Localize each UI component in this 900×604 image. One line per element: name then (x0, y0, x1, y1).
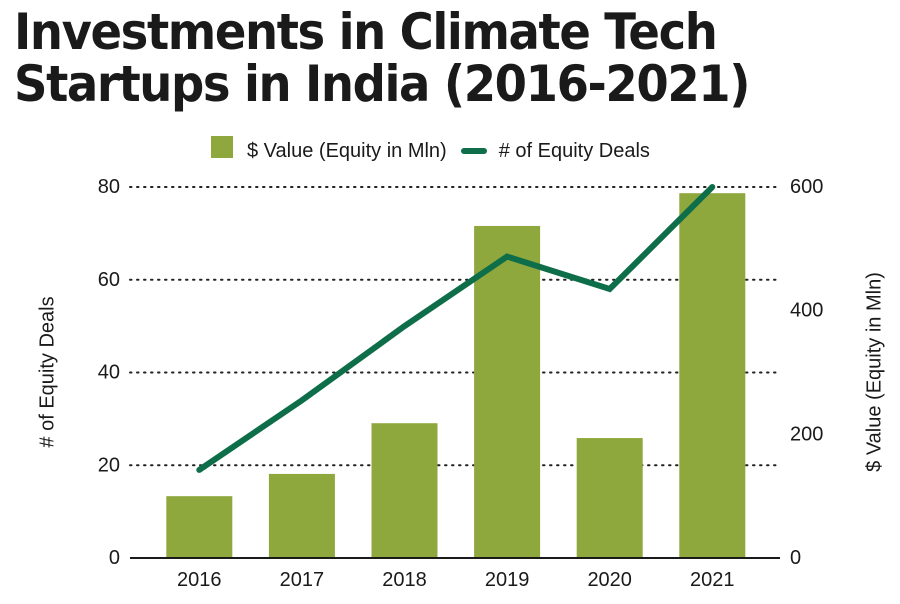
left-axis-ticks: 0 20 40 60 80 (98, 176, 120, 569)
chart-title-line-2: Startups in India (2016-2021) (14, 55, 751, 113)
x-tick-label: 2019 (485, 569, 530, 591)
right-axis-ticks: 0 200 400 600 (790, 176, 823, 569)
x-tick-label: 2016 (177, 569, 222, 591)
x-tick-label: 2021 (690, 569, 735, 591)
bar-2016 (166, 496, 233, 558)
bar-2020 (576, 438, 643, 558)
left-tick-label: 20 (98, 454, 120, 476)
left-tick-label: 40 (98, 362, 120, 384)
left-tick-label: 80 (98, 176, 120, 198)
x-tick-label: 2018 (382, 569, 427, 591)
deals-line (196, 184, 716, 473)
chart-title-line-1: Investments in Climate Tech (14, 3, 718, 61)
legend-swatch-deals (460, 148, 487, 154)
bar-2017 (268, 473, 335, 558)
left-tick-label: 60 (98, 269, 120, 291)
right-tick-label: 600 (790, 176, 823, 198)
bar-2019 (474, 225, 541, 558)
right-tick-label: 400 (790, 300, 823, 322)
x-axis-ticks: 2016 2017 2018 2019 2020 2021 (177, 569, 735, 591)
right-tick-label: 200 (790, 423, 823, 445)
deals-line-layer (196, 184, 716, 473)
bar-2018 (371, 423, 438, 558)
legend-label-value: $ Value (Equity in Mln) (247, 139, 447, 162)
right-axis-label: $ Value (Equity in Mln) (863, 272, 885, 472)
x-tick-label: 2017 (280, 569, 325, 591)
right-tick-label: 0 (790, 547, 801, 569)
left-tick-label: 0 (109, 547, 120, 569)
legend-swatch-value (211, 136, 233, 158)
legend: $ Value (Equity in Mln) # of Equity Deal… (211, 136, 650, 166)
legend-label-deals: # of Equity Deals (498, 139, 650, 162)
left-axis-label: # of Equity Deals (36, 296, 58, 447)
chart-title: Investments in Climate Tech Startups in … (14, 3, 751, 113)
bars (166, 193, 746, 558)
x-tick-label: 2020 (587, 569, 632, 591)
bar-2021 (679, 193, 746, 558)
